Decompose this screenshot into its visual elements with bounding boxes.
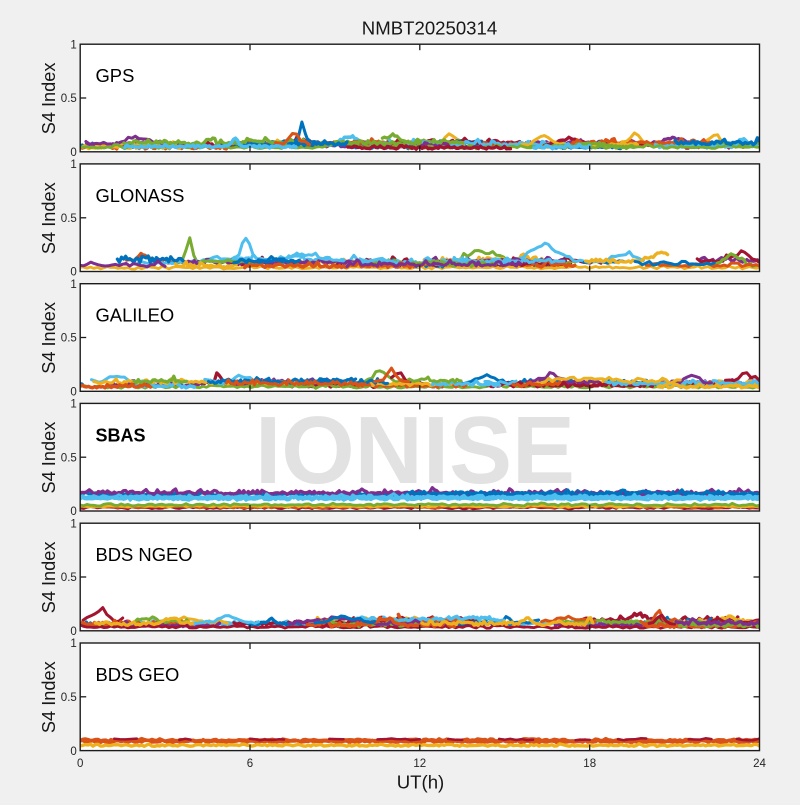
svg-text:S4 Index: S4 Index bbox=[39, 302, 59, 374]
svg-text:0: 0 bbox=[77, 758, 83, 770]
svg-text:BDS GEO: BDS GEO bbox=[96, 664, 180, 685]
svg-text:S4 Index: S4 Index bbox=[39, 542, 59, 614]
svg-text:UT(h): UT(h) bbox=[397, 772, 445, 793]
svg-text:1: 1 bbox=[70, 518, 76, 530]
svg-text:0.5: 0.5 bbox=[61, 692, 77, 704]
svg-text:0: 0 bbox=[70, 626, 76, 638]
svg-text:BDS NGEO: BDS NGEO bbox=[96, 544, 193, 565]
svg-text:0: 0 bbox=[70, 147, 76, 159]
svg-text:6: 6 bbox=[247, 758, 253, 770]
svg-text:12: 12 bbox=[413, 758, 426, 770]
svg-text:1: 1 bbox=[70, 159, 76, 171]
svg-text:0: 0 bbox=[70, 387, 76, 399]
svg-text:0: 0 bbox=[70, 267, 76, 279]
svg-text:S4 Index: S4 Index bbox=[39, 661, 59, 733]
svg-text:1: 1 bbox=[70, 39, 76, 51]
svg-text:S4 Index: S4 Index bbox=[39, 422, 59, 494]
svg-text:0: 0 bbox=[70, 506, 76, 518]
svg-text:1: 1 bbox=[70, 638, 76, 650]
svg-text:S4 Index: S4 Index bbox=[39, 182, 59, 254]
svg-text:GALILEO: GALILEO bbox=[96, 305, 175, 326]
svg-text:GLONASS: GLONASS bbox=[96, 185, 185, 206]
svg-text:IONISE: IONISE bbox=[255, 397, 575, 504]
svg-text:SBAS: SBAS bbox=[96, 425, 146, 445]
svg-text:18: 18 bbox=[583, 758, 596, 770]
svg-text:24: 24 bbox=[753, 758, 766, 770]
svg-text:1: 1 bbox=[70, 399, 76, 411]
svg-text:NMBT20250314: NMBT20250314 bbox=[362, 18, 497, 39]
svg-text:0.5: 0.5 bbox=[61, 93, 77, 105]
svg-text:0.5: 0.5 bbox=[61, 213, 77, 225]
svg-text:GPS: GPS bbox=[96, 65, 135, 86]
svg-text:1: 1 bbox=[70, 279, 76, 291]
svg-text:S4 Index: S4 Index bbox=[39, 63, 59, 135]
svg-text:0: 0 bbox=[70, 746, 76, 758]
svg-text:0.5: 0.5 bbox=[61, 333, 77, 345]
svg-text:0.5: 0.5 bbox=[61, 452, 77, 464]
svg-text:0.5: 0.5 bbox=[61, 572, 77, 584]
